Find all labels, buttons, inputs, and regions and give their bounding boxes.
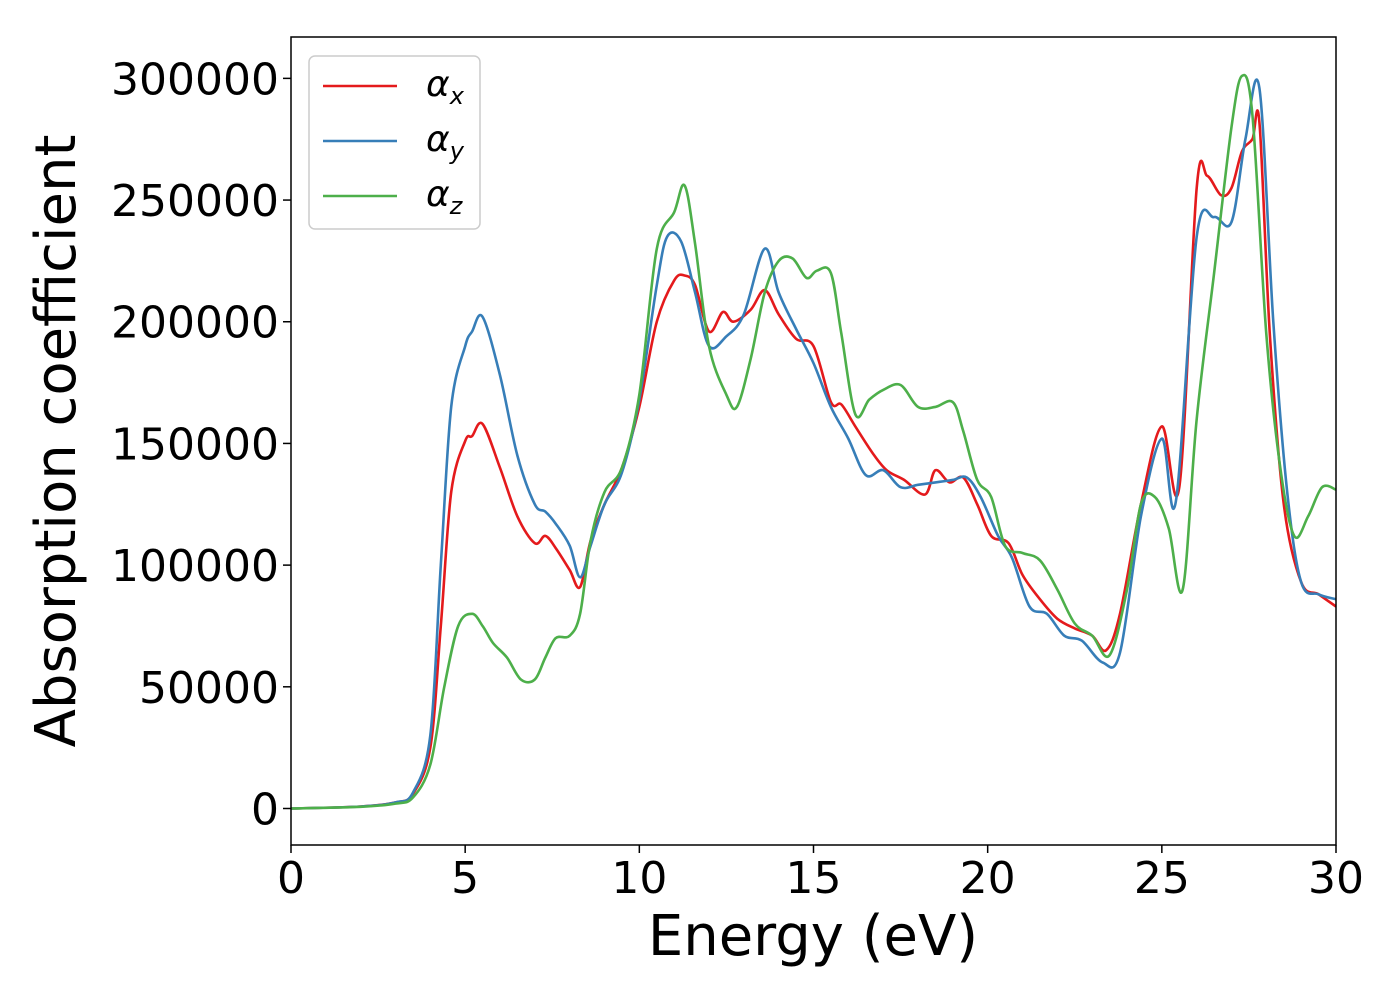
x-tick-label: 20 bbox=[960, 853, 1016, 904]
x-tick-label: 30 bbox=[1308, 853, 1364, 904]
x-axis-ticks: 0 5 10 15 20 25 30 bbox=[277, 845, 1364, 904]
series-layer bbox=[291, 73, 1336, 810]
series-line-alpha-x bbox=[291, 109, 1336, 810]
y-tick-label: 300000 bbox=[111, 54, 279, 105]
legend-box bbox=[308, 55, 481, 230]
x-tick-label: 25 bbox=[1134, 853, 1190, 904]
series-line-alpha-y bbox=[291, 78, 1336, 810]
legend-label-alpha-z: αz bbox=[426, 174, 464, 220]
y-tick-label: 0 bbox=[251, 784, 279, 835]
x-axis-title: Energy (eV) bbox=[648, 904, 978, 969]
y-tick-label: 100000 bbox=[111, 541, 279, 592]
y-tick-label: 250000 bbox=[111, 176, 279, 227]
y-tick-label: 50000 bbox=[139, 663, 279, 714]
x-tick-label: 10 bbox=[611, 853, 667, 904]
series-line-alpha-z bbox=[291, 73, 1336, 810]
y-axis-ticks: 0 50000 100000 150000 200000 250000 300000 bbox=[111, 54, 291, 835]
x-tick-label: 15 bbox=[786, 853, 842, 904]
y-axis-title: Absorption coefficient bbox=[24, 135, 89, 748]
x-tick-label: 5 bbox=[451, 853, 479, 904]
x-tick-label: 0 bbox=[277, 853, 305, 904]
y-tick-label: 150000 bbox=[111, 419, 279, 470]
y-tick-label: 200000 bbox=[111, 298, 279, 349]
